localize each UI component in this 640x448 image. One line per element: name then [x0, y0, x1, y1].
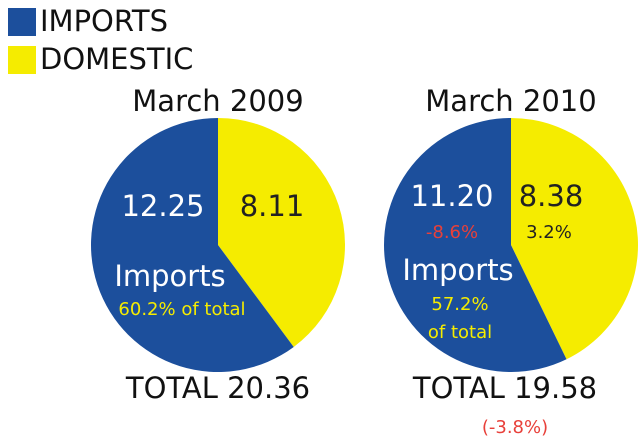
annotation: 57.2%	[431, 294, 488, 315]
annotation: 3.2%	[526, 222, 572, 243]
total-label: TOTAL 19.58	[412, 371, 597, 405]
annotation: Imports	[402, 253, 513, 287]
annotation: of total	[428, 322, 492, 343]
value-label: 11.20	[410, 179, 493, 213]
annotation: (-3.8%)	[482, 417, 548, 438]
value-label: 8.38	[519, 179, 584, 213]
legend-label: DOMESTIC	[40, 42, 193, 76]
legend-swatch	[8, 46, 36, 74]
pie-slice	[383, 118, 567, 373]
legend-swatch	[8, 8, 36, 36]
pie-title: March 2009	[132, 84, 303, 118]
pie-slice	[91, 118, 294, 373]
value-label: 12.25	[121, 189, 204, 223]
pie-slice	[218, 118, 345, 347]
pie-title: March 2010	[425, 84, 596, 118]
legend-label: IMPORTS	[40, 4, 168, 38]
pie-slice	[511, 118, 638, 360]
value-label: 8.11	[240, 189, 305, 223]
annotation: -8.6%	[426, 222, 478, 243]
total-label: TOTAL 20.36	[125, 371, 310, 405]
annotation: 60.2% of total	[118, 299, 245, 320]
annotation: Imports	[114, 259, 225, 293]
